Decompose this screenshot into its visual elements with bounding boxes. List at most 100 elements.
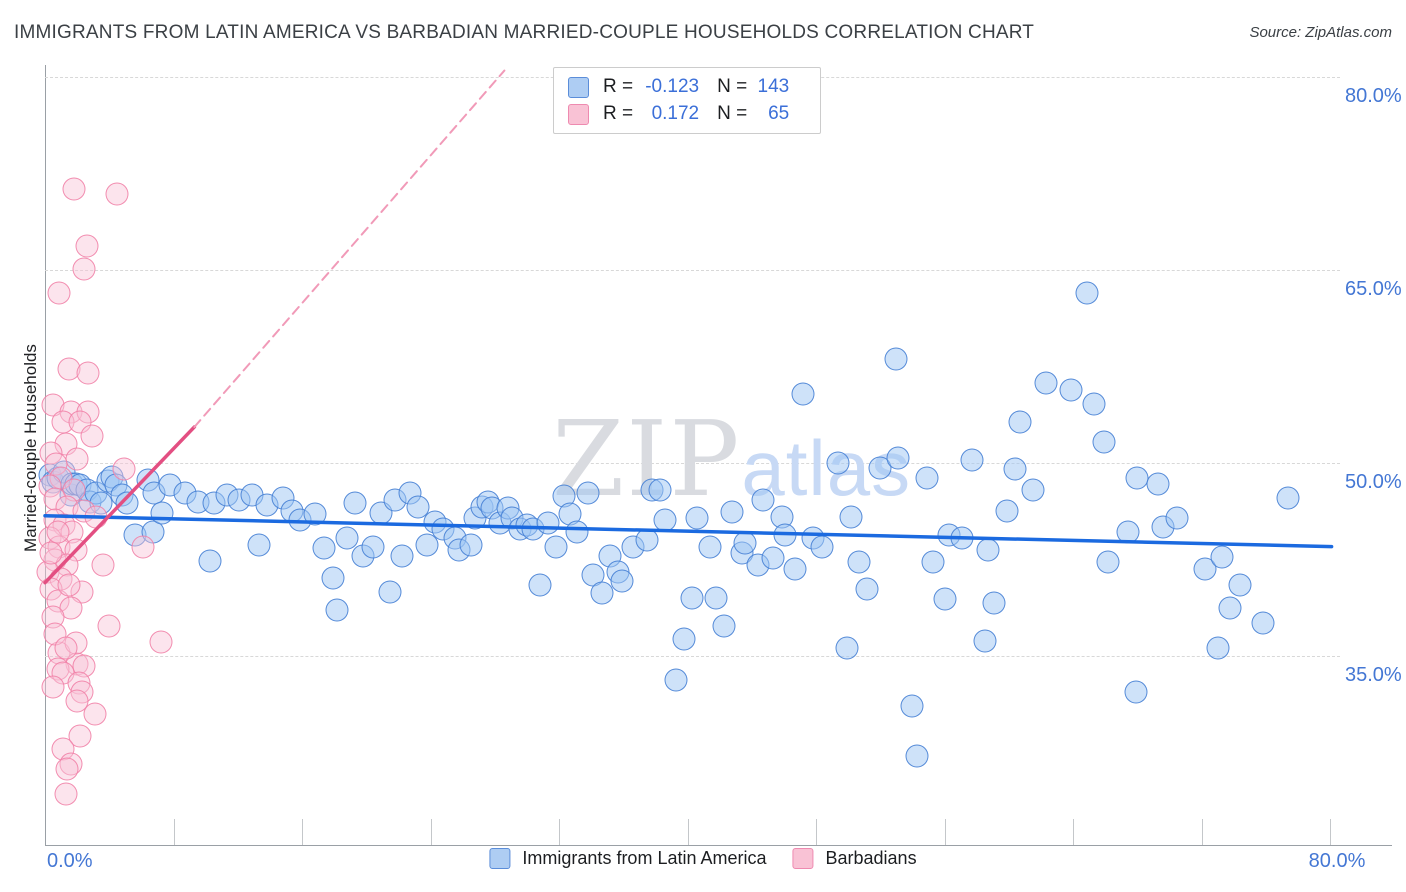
blue-scatter-point[interactable]: [1228, 573, 1252, 597]
blue-scatter-point[interactable]: [1008, 410, 1032, 434]
pink-scatter-point[interactable]: [83, 702, 107, 726]
blue-scatter-point[interactable]: [390, 544, 414, 568]
blue-scatter-point[interactable]: [950, 526, 974, 550]
blue-scatter-point[interactable]: [1075, 281, 1099, 305]
pink-scatter-point[interactable]: [41, 675, 65, 699]
blue-scatter-point[interactable]: [720, 500, 744, 524]
pink-scatter-point[interactable]: [55, 757, 79, 781]
pink-scatter-point[interactable]: [46, 520, 70, 544]
blue-scatter-point[interactable]: [847, 550, 871, 574]
blue-scatter-point[interactable]: [868, 456, 892, 480]
blue-scatter-point[interactable]: [1210, 545, 1234, 569]
blue-scatter-point[interactable]: [378, 580, 402, 604]
blue-scatter-point[interactable]: [343, 491, 367, 515]
blue-scatter-point[interactable]: [712, 614, 736, 638]
blue-scatter-point[interactable]: [973, 629, 997, 653]
pink-scatter-point[interactable]: [72, 257, 96, 281]
blue-scatter-point[interactable]: [773, 523, 797, 547]
blue-scatter-point[interactable]: [544, 535, 568, 559]
blue-scatter-point[interactable]: [528, 573, 552, 597]
blue-scatter-point[interactable]: [1059, 378, 1083, 402]
blue-scatter-point[interactable]: [839, 505, 863, 529]
blue-scatter-point[interactable]: [1082, 392, 1106, 416]
blue-scatter-point[interactable]: [1206, 636, 1230, 660]
blue-scatter-point[interactable]: [565, 520, 589, 544]
blue-scatter-point[interactable]: [590, 581, 614, 605]
blue-scatter-point[interactable]: [576, 481, 600, 505]
blue-scatter-point[interactable]: [648, 478, 672, 502]
blue-scatter-point[interactable]: [884, 347, 908, 371]
blue-scatter-point[interactable]: [915, 466, 939, 490]
pink-scatter-point[interactable]: [91, 553, 115, 577]
blue-scatter-point[interactable]: [459, 533, 483, 557]
blue-scatter-point[interactable]: [325, 598, 349, 622]
blue-scatter-point[interactable]: [321, 566, 345, 589]
pink-scatter-point[interactable]: [62, 177, 86, 201]
pink-scatter-point[interactable]: [80, 424, 104, 448]
blue-scatter-point[interactable]: [1218, 596, 1242, 620]
blue-scatter-point[interactable]: [1124, 680, 1148, 704]
blue-scatter-point[interactable]: [733, 531, 757, 555]
blue-scatter-point[interactable]: [791, 382, 815, 406]
blue-scatter-point[interactable]: [1003, 457, 1027, 481]
pink-scatter-point[interactable]: [112, 457, 136, 481]
pink-scatter-point[interactable]: [76, 361, 100, 385]
blue-scatter-point[interactable]: [150, 501, 174, 525]
blue-scatter-point[interactable]: [886, 446, 910, 470]
blue-scatter-point[interactable]: [855, 577, 879, 601]
blue-scatter-point[interactable]: [995, 499, 1019, 523]
pink-scatter-point[interactable]: [68, 724, 92, 748]
source-link[interactable]: Source: ZipAtlas.com: [1249, 24, 1392, 41]
blue-scatter-point[interactable]: [680, 586, 704, 610]
blue-scatter-point[interactable]: [933, 587, 956, 611]
pink-scatter-point[interactable]: [65, 689, 89, 713]
blue-scatter-point[interactable]: [1034, 371, 1058, 395]
blue-scatter-point[interactable]: [900, 694, 924, 718]
blue-scatter-point[interactable]: [826, 451, 850, 475]
blue-scatter-point[interactable]: [653, 508, 677, 532]
pink-scatter-point[interactable]: [75, 234, 99, 258]
pink-scatter-point[interactable]: [84, 505, 108, 529]
blue-scatter-point[interactable]: [982, 591, 1006, 615]
pink-scatter-point[interactable]: [54, 782, 78, 806]
blue-scatter-point[interactable]: [685, 506, 709, 530]
blue-scatter-point[interactable]: [1096, 550, 1120, 574]
blue-scatter-point[interactable]: [761, 546, 785, 570]
blue-scatter-point[interactable]: [835, 636, 859, 660]
blue-scatter-point[interactable]: [783, 557, 807, 580]
blue-scatter-point[interactable]: [1125, 466, 1149, 490]
blue-scatter-point[interactable]: [905, 744, 929, 768]
pink-scatter-point[interactable]: [47, 281, 71, 305]
blue-scatter-point[interactable]: [960, 448, 984, 472]
blue-scatter-point[interactable]: [312, 536, 336, 560]
blue-scatter-point[interactable]: [115, 491, 139, 515]
blue-scatter-point[interactable]: [303, 502, 327, 526]
blue-scatter-point[interactable]: [361, 535, 385, 559]
blue-scatter-point[interactable]: [1276, 486, 1300, 510]
blue-scatter-point[interactable]: [1146, 472, 1170, 496]
blue-scatter-point[interactable]: [664, 668, 688, 692]
pink-scatter-point[interactable]: [97, 614, 121, 638]
pink-scatter-point[interactable]: [54, 636, 78, 660]
blue-scatter-point[interactable]: [704, 586, 728, 610]
blue-scatter-point[interactable]: [1193, 557, 1217, 580]
pink-scatter-point[interactable]: [39, 541, 63, 565]
blue-scatter-point[interactable]: [976, 538, 1000, 562]
blue-scatter-point[interactable]: [698, 535, 722, 559]
blue-scatter-point[interactable]: [1251, 611, 1275, 635]
blue-scatter-point[interactable]: [198, 549, 222, 573]
blue-scatter-point[interactable]: [610, 569, 634, 593]
pink-scatter-point[interactable]: [105, 182, 129, 206]
blue-scatter-point[interactable]: [1092, 430, 1116, 454]
pink-scatter-point[interactable]: [149, 630, 173, 654]
pink-scatter-point[interactable]: [65, 447, 89, 471]
blue-scatter-point[interactable]: [247, 533, 271, 557]
blue-scatter-point[interactable]: [635, 528, 659, 552]
blue-scatter-point[interactable]: [536, 511, 560, 535]
blue-scatter-point[interactable]: [1021, 478, 1045, 502]
blue-scatter-point[interactable]: [751, 488, 775, 512]
blue-scatter-point[interactable]: [921, 550, 945, 574]
blue-scatter-point[interactable]: [672, 627, 696, 651]
blue-scatter-point[interactable]: [1116, 520, 1140, 544]
blue-scatter-point[interactable]: [810, 535, 834, 559]
